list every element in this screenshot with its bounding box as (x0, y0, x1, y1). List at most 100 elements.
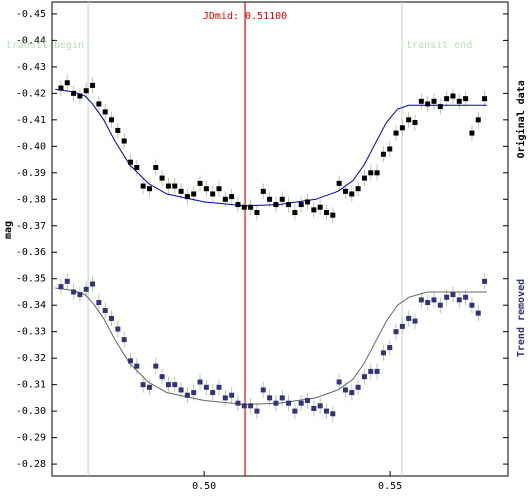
data-point (90, 281, 96, 287)
data-point (178, 387, 184, 393)
y-tick-label: -0.43 (16, 62, 46, 73)
data-point (412, 318, 418, 324)
data-point (83, 88, 89, 94)
data-point (235, 400, 241, 406)
data-point (178, 188, 184, 194)
data-point (311, 405, 317, 411)
data-point (184, 392, 190, 398)
y-tick-label: -0.39 (16, 168, 46, 179)
data-point (393, 130, 399, 136)
data-point (444, 96, 450, 102)
x-tick-label: 0.55 (378, 481, 402, 492)
data-point (96, 101, 102, 107)
data-point (399, 323, 405, 329)
data-point (431, 98, 437, 104)
data-point (229, 194, 235, 200)
y-tick-label: -0.30 (16, 406, 46, 417)
data-point (267, 196, 273, 202)
data-point (292, 408, 298, 414)
data-point (64, 278, 70, 284)
data-point (184, 194, 190, 200)
y-tick-label: -0.37 (16, 221, 46, 232)
data-point (292, 210, 298, 216)
data-point (437, 104, 443, 110)
data-point (475, 117, 481, 123)
data-point (153, 363, 159, 369)
data-point (197, 379, 203, 385)
data-point (216, 384, 222, 390)
data-point (330, 212, 336, 218)
data-point (165, 183, 171, 189)
data-point (349, 390, 355, 396)
data-point (235, 202, 241, 208)
series-label: Trend removed (516, 279, 527, 357)
x-tick-label: 0.50 (192, 481, 216, 492)
data-point (140, 183, 146, 189)
y-tick-label: -0.28 (16, 459, 46, 470)
data-point (197, 180, 203, 186)
data-point (165, 382, 171, 388)
data-point (336, 180, 342, 186)
data-point (482, 278, 488, 284)
data-point (279, 395, 285, 401)
y-tick-label: -0.40 (16, 141, 46, 152)
data-point (469, 130, 475, 136)
data-point (298, 400, 304, 406)
data-point (482, 96, 488, 102)
data-point (248, 403, 254, 409)
y-tick-label: -0.36 (16, 247, 46, 258)
plot-frame (51, 1, 509, 477)
data-point (368, 368, 374, 374)
data-point (286, 400, 292, 406)
data-point (273, 202, 279, 208)
marker-label: transit begin (6, 40, 84, 51)
data-point (273, 400, 279, 406)
model-curve (55, 287, 487, 406)
data-point (463, 96, 469, 102)
data-point (248, 204, 254, 210)
data-point (77, 292, 83, 298)
data-point (349, 191, 355, 197)
data-point (83, 286, 89, 292)
data-point (286, 202, 292, 208)
data-point (368, 170, 374, 176)
data-point (172, 382, 178, 388)
data-point (393, 329, 399, 335)
data-point (127, 358, 133, 364)
y-tick-label: -0.41 (16, 115, 46, 126)
data-point (317, 403, 323, 409)
data-point (418, 297, 424, 303)
data-point (254, 408, 260, 414)
data-point (146, 186, 152, 192)
data-point (109, 315, 115, 321)
data-point (355, 384, 361, 390)
data-point (115, 326, 121, 332)
data-point (191, 191, 197, 197)
data-point (444, 294, 450, 300)
data-point (463, 294, 469, 300)
data-point (172, 183, 178, 189)
data-point (203, 384, 209, 390)
data-point (450, 292, 456, 298)
data-point (121, 337, 127, 343)
y-tick-label: -0.35 (16, 274, 46, 285)
data-point (412, 119, 418, 125)
data-point (317, 204, 323, 210)
data-point (406, 117, 412, 123)
data-point (210, 191, 216, 197)
marker-label: JDmid: 0.51100 (203, 11, 287, 22)
data-point (374, 170, 380, 176)
data-point (222, 196, 228, 202)
y-tick-label: -0.34 (16, 300, 46, 311)
data-point (229, 392, 235, 398)
data-point (330, 411, 336, 417)
data-point (159, 175, 165, 181)
data-point (431, 297, 437, 303)
data-point (380, 350, 386, 356)
data-point (361, 175, 367, 181)
data-point (102, 109, 108, 115)
data-point (456, 297, 462, 303)
y-axis-label: mag (3, 221, 14, 239)
data-point (127, 159, 133, 165)
data-point (418, 98, 424, 104)
